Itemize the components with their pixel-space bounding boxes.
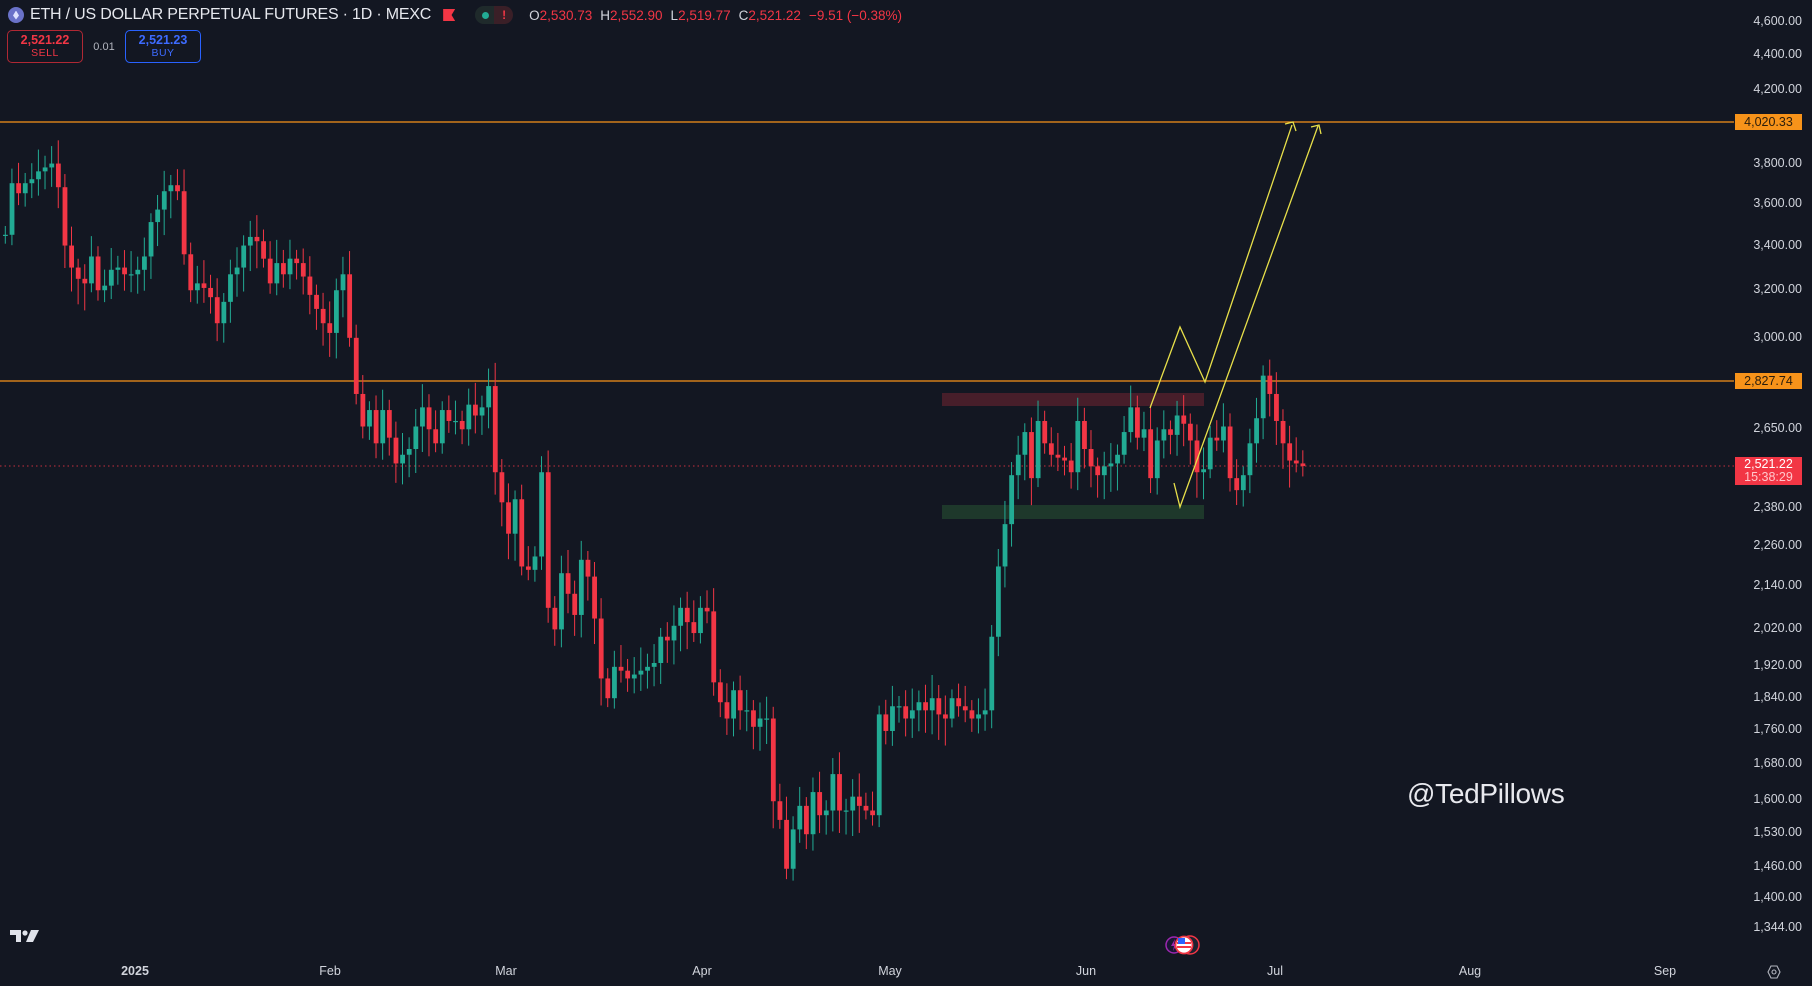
- price-axis-label: 3,400.00: [1753, 238, 1802, 252]
- flag-icon[interactable]: [443, 9, 456, 21]
- time-axis-label: Feb: [319, 964, 341, 978]
- bar-countdown: 15:38:29: [1744, 470, 1793, 484]
- price-axis-label: 2,140.00: [1753, 578, 1802, 592]
- change-value: −9.51 (−0.38%): [808, 7, 903, 23]
- level-tag-4020: 4,020.33: [1735, 114, 1802, 130]
- candles: [3, 140, 1306, 881]
- level-tag-2827: 2,827.74: [1735, 373, 1802, 389]
- last-price-tag: 2,521.22 15:38:29: [1735, 457, 1802, 485]
- spread-value: 0.01: [93, 40, 115, 53]
- projection-path-2[interactable]: [1173, 125, 1319, 510]
- buy-button[interactable]: 2,521.23 BUY: [125, 30, 201, 63]
- market-open-dot-icon: [482, 11, 490, 19]
- low-value: 2,519.77: [678, 7, 731, 23]
- time-axis-label: Jun: [1075, 964, 1097, 978]
- economic-events-icon[interactable]: [1165, 934, 1205, 956]
- sell-button[interactable]: 2,521.22 SELL: [7, 30, 83, 63]
- price-axis-label: 1,680.00: [1753, 756, 1802, 770]
- close-value: 2,521.22: [748, 7, 801, 23]
- market-status-pill[interactable]: !: [475, 6, 514, 24]
- time-axis-label: Jul: [1267, 964, 1283, 978]
- open-value: 2,530.73: [539, 7, 593, 23]
- symbol-title[interactable]: ETH / US DOLLAR PERPETUAL FUTURES · 1D ·…: [30, 6, 432, 23]
- price-axis-label: 1,600.00: [1753, 792, 1802, 806]
- low-label: L: [670, 7, 679, 23]
- time-axis-label: May: [878, 964, 902, 978]
- last-price-value: 2,521.22: [1744, 457, 1793, 471]
- chart-header: ETH / US DOLLAR PERPETUAL FUTURES · 1D ·…: [8, 4, 902, 26]
- sell-label: SELL: [31, 46, 59, 59]
- price-axis-label: 1,530.00: [1753, 825, 1802, 839]
- price-axis-label: 3,600.00: [1753, 196, 1802, 210]
- price-axis-label: 1,840.00: [1753, 690, 1802, 704]
- price-axis-label: 4,200.00: [1753, 82, 1802, 96]
- price-axis-label: 2,020.00: [1753, 621, 1802, 635]
- time-axis-label: Sep: [1653, 964, 1677, 978]
- time-axis-label: 2025: [121, 964, 149, 978]
- time-axis-label: Apr: [692, 964, 712, 978]
- price-axis-label: 1,760.00: [1753, 722, 1802, 736]
- ethereum-icon: [8, 7, 24, 23]
- price-axis-label: 3,000.00: [1753, 330, 1802, 344]
- projection-path-1[interactable]: [1149, 124, 1293, 409]
- price-axis-label: 1,920.00: [1753, 658, 1802, 672]
- price-axis-label: 3,800.00: [1753, 156, 1802, 170]
- price-axis-label: 1,460.00: [1753, 859, 1802, 873]
- supply-zone[interactable]: [942, 393, 1204, 406]
- projection-arrow-1: [1284, 121, 1297, 132]
- trade-panel: 2,521.22 SELL 0.01 2,521.23 BUY: [7, 30, 201, 63]
- settings-icon[interactable]: [1766, 964, 1782, 980]
- projection-arrow-2: [1310, 124, 1322, 135]
- demand-zone[interactable]: [942, 505, 1204, 519]
- price-axis-label: 1,344.00: [1753, 920, 1802, 934]
- close-label: C: [738, 7, 749, 23]
- high-value: 2,552.90: [609, 7, 663, 23]
- buy-price: 2,521.23: [138, 32, 188, 47]
- watermark: @TedPillows: [1407, 778, 1565, 809]
- sell-price: 2,521.22: [20, 32, 70, 47]
- price-axis-label: 2,260.00: [1753, 538, 1802, 552]
- high-label: H: [600, 7, 610, 23]
- open-label: O: [529, 7, 540, 23]
- time-axis-label: Aug: [1458, 964, 1482, 978]
- price-axis-label: 1,400.00: [1753, 890, 1802, 904]
- tradingview-logo-icon[interactable]: [10, 928, 42, 944]
- alert-icon: !: [502, 8, 507, 22]
- ohlc-legend: O2,530.73 H2,552.90 L2,519.77 C2,521.22 …: [529, 8, 902, 23]
- price-axis-label: 2,650.00: [1753, 421, 1802, 435]
- price-axis-label: 4,600.00: [1753, 14, 1802, 28]
- price-axis-label: 3,200.00: [1753, 282, 1802, 296]
- price-axis-label: 2,380.00: [1753, 500, 1802, 514]
- price-axis-label: 4,400.00: [1753, 47, 1802, 61]
- buy-label: BUY: [151, 46, 175, 59]
- time-axis-label: Mar: [495, 964, 517, 978]
